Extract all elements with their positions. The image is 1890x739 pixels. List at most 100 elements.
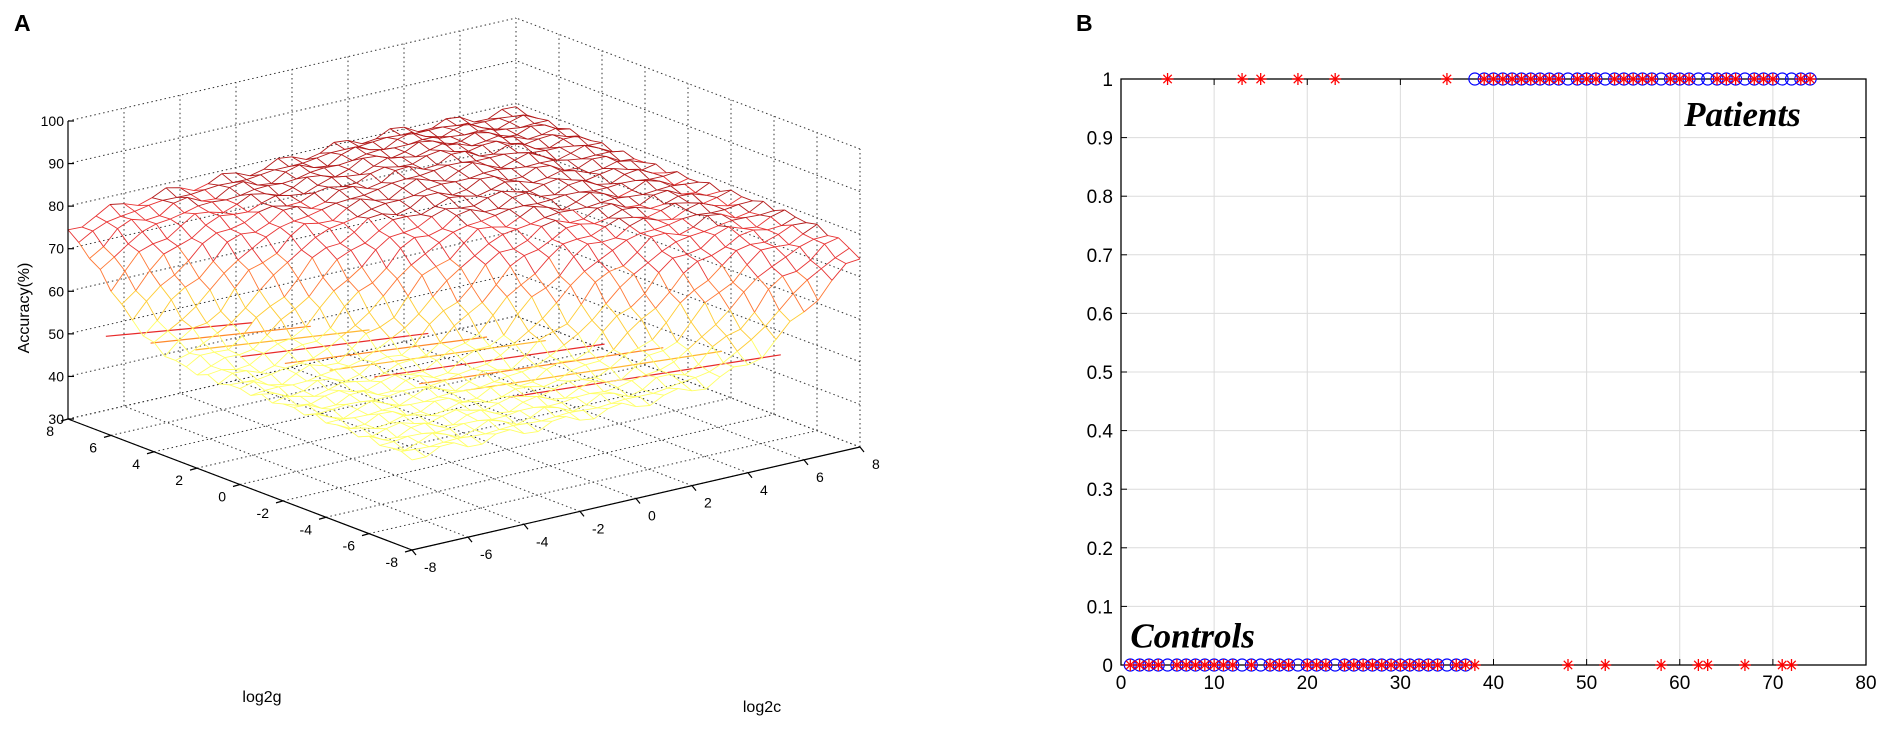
surface-mesh-line [575, 201, 587, 208]
surface-mesh-line [781, 216, 796, 226]
surface-mesh-line [420, 411, 432, 416]
asterisk-stroke [1805, 74, 1815, 84]
surface-mesh-line [724, 203, 739, 211]
surface-mesh-line [394, 374, 406, 381]
surface-mesh-line [687, 349, 699, 365]
predicted-label-point [1273, 659, 1286, 671]
surface-mesh-line [309, 364, 322, 376]
surface-mesh-line [317, 378, 332, 381]
surface-mesh-line [201, 198, 216, 202]
surface-mesh-line [489, 157, 502, 169]
surface-mesh-line [457, 143, 472, 147]
surface-mesh-line [559, 146, 571, 154]
surface-mesh-line [231, 307, 246, 323]
surface-mesh-line [303, 390, 315, 397]
surface-mesh-line [499, 425, 514, 430]
surface-mesh-line [535, 147, 550, 150]
surface-mesh-line [331, 378, 346, 382]
surface-mesh-line [432, 280, 448, 298]
x-tick-label: 20 [1297, 673, 1318, 694]
surface-mesh-line [219, 215, 231, 230]
surface-mesh-line [175, 352, 190, 361]
surface-mesh-line [95, 204, 111, 217]
surface-mesh-line [586, 202, 601, 208]
floor-grid-line [123, 405, 469, 538]
surface-mesh-line [762, 200, 775, 211]
y-tick-mark [404, 549, 413, 553]
surface-mesh-line [404, 327, 416, 344]
surface-mesh-line [456, 438, 469, 448]
surface-mesh-line [606, 379, 622, 383]
surface-mesh-line [433, 372, 448, 379]
surface-mesh-line [598, 260, 610, 272]
surface-mesh-line [106, 215, 121, 223]
surface-mesh-line [446, 434, 461, 438]
surface-mesh-line [162, 196, 177, 201]
surface-mesh-line [495, 429, 511, 435]
surface-mesh-line [399, 396, 414, 406]
z-tick-label: 40 [48, 368, 64, 384]
surface-mesh-line [266, 334, 279, 345]
surface-mesh-line [539, 331, 554, 341]
surface-mesh-line [493, 144, 508, 155]
surface-mesh-line [645, 180, 658, 191]
surface-mesh-line [349, 390, 364, 396]
surface-mesh-line [602, 161, 618, 169]
surface-mesh-line [576, 235, 592, 240]
surface-mesh-line [559, 275, 571, 286]
surface-mesh-line [600, 202, 612, 205]
surface-mesh-line [530, 416, 542, 422]
surface-mesh-line [650, 203, 665, 209]
surface-mesh-line [448, 197, 461, 209]
surface-mesh-line [750, 326, 766, 340]
surface-mesh-line [323, 365, 335, 371]
surface-mesh-line [565, 416, 581, 421]
surface-mesh-line [134, 204, 149, 212]
asterisk-stroke [1563, 660, 1573, 670]
surface-mesh-line [691, 388, 707, 392]
surface-mesh-line [377, 390, 392, 395]
surface-mesh-line [431, 208, 446, 218]
z-tick-label: 80 [48, 198, 64, 214]
asterisk-stroke [1330, 74, 1340, 84]
surface-mesh-line [450, 153, 463, 163]
surface-mesh-line [645, 374, 657, 378]
surface-mesh-line [419, 375, 434, 379]
surface-mesh-line [638, 347, 650, 356]
surface-mesh-line [450, 136, 462, 142]
surface-mesh-line [207, 374, 219, 385]
y-tick-mark [361, 533, 370, 537]
surface-mesh-line [428, 126, 443, 131]
surface-mesh-line [320, 374, 332, 380]
surface-mesh-line [282, 209, 295, 222]
surface-mesh-line [725, 235, 740, 248]
surface-mesh-line [465, 390, 478, 399]
surface-mesh-line [486, 363, 498, 371]
surface-mesh-line [473, 400, 485, 411]
surface-mesh-line [457, 285, 472, 303]
surface-mesh-line [346, 401, 361, 405]
surface-mesh-line [381, 405, 397, 411]
surface-mesh-line [351, 348, 364, 360]
surface-mesh-line [627, 332, 639, 349]
surface-mesh-line [643, 217, 658, 221]
surface-mesh-line [655, 163, 667, 174]
surface-mesh-line [447, 164, 459, 172]
surface-mesh-line [366, 153, 378, 157]
surface-mesh-line [272, 395, 287, 404]
surface-mesh-line [566, 323, 579, 335]
floor-grid-line [459, 328, 805, 461]
surface-mesh-line [316, 152, 331, 159]
surface-mesh-line [238, 354, 251, 366]
surface-mesh-line [124, 251, 140, 272]
surface-mesh-line [374, 199, 389, 201]
surface-mesh-line [652, 172, 664, 177]
surface-mesh-line [250, 193, 263, 204]
y-tick-mark [318, 516, 327, 520]
surface-mesh-line [302, 344, 314, 359]
surface-mesh-line [676, 341, 689, 350]
surface-mesh-line [622, 251, 638, 267]
surface-mesh-line [473, 197, 488, 207]
surface-mesh-line [248, 262, 263, 271]
surface-mesh-line [586, 393, 601, 405]
